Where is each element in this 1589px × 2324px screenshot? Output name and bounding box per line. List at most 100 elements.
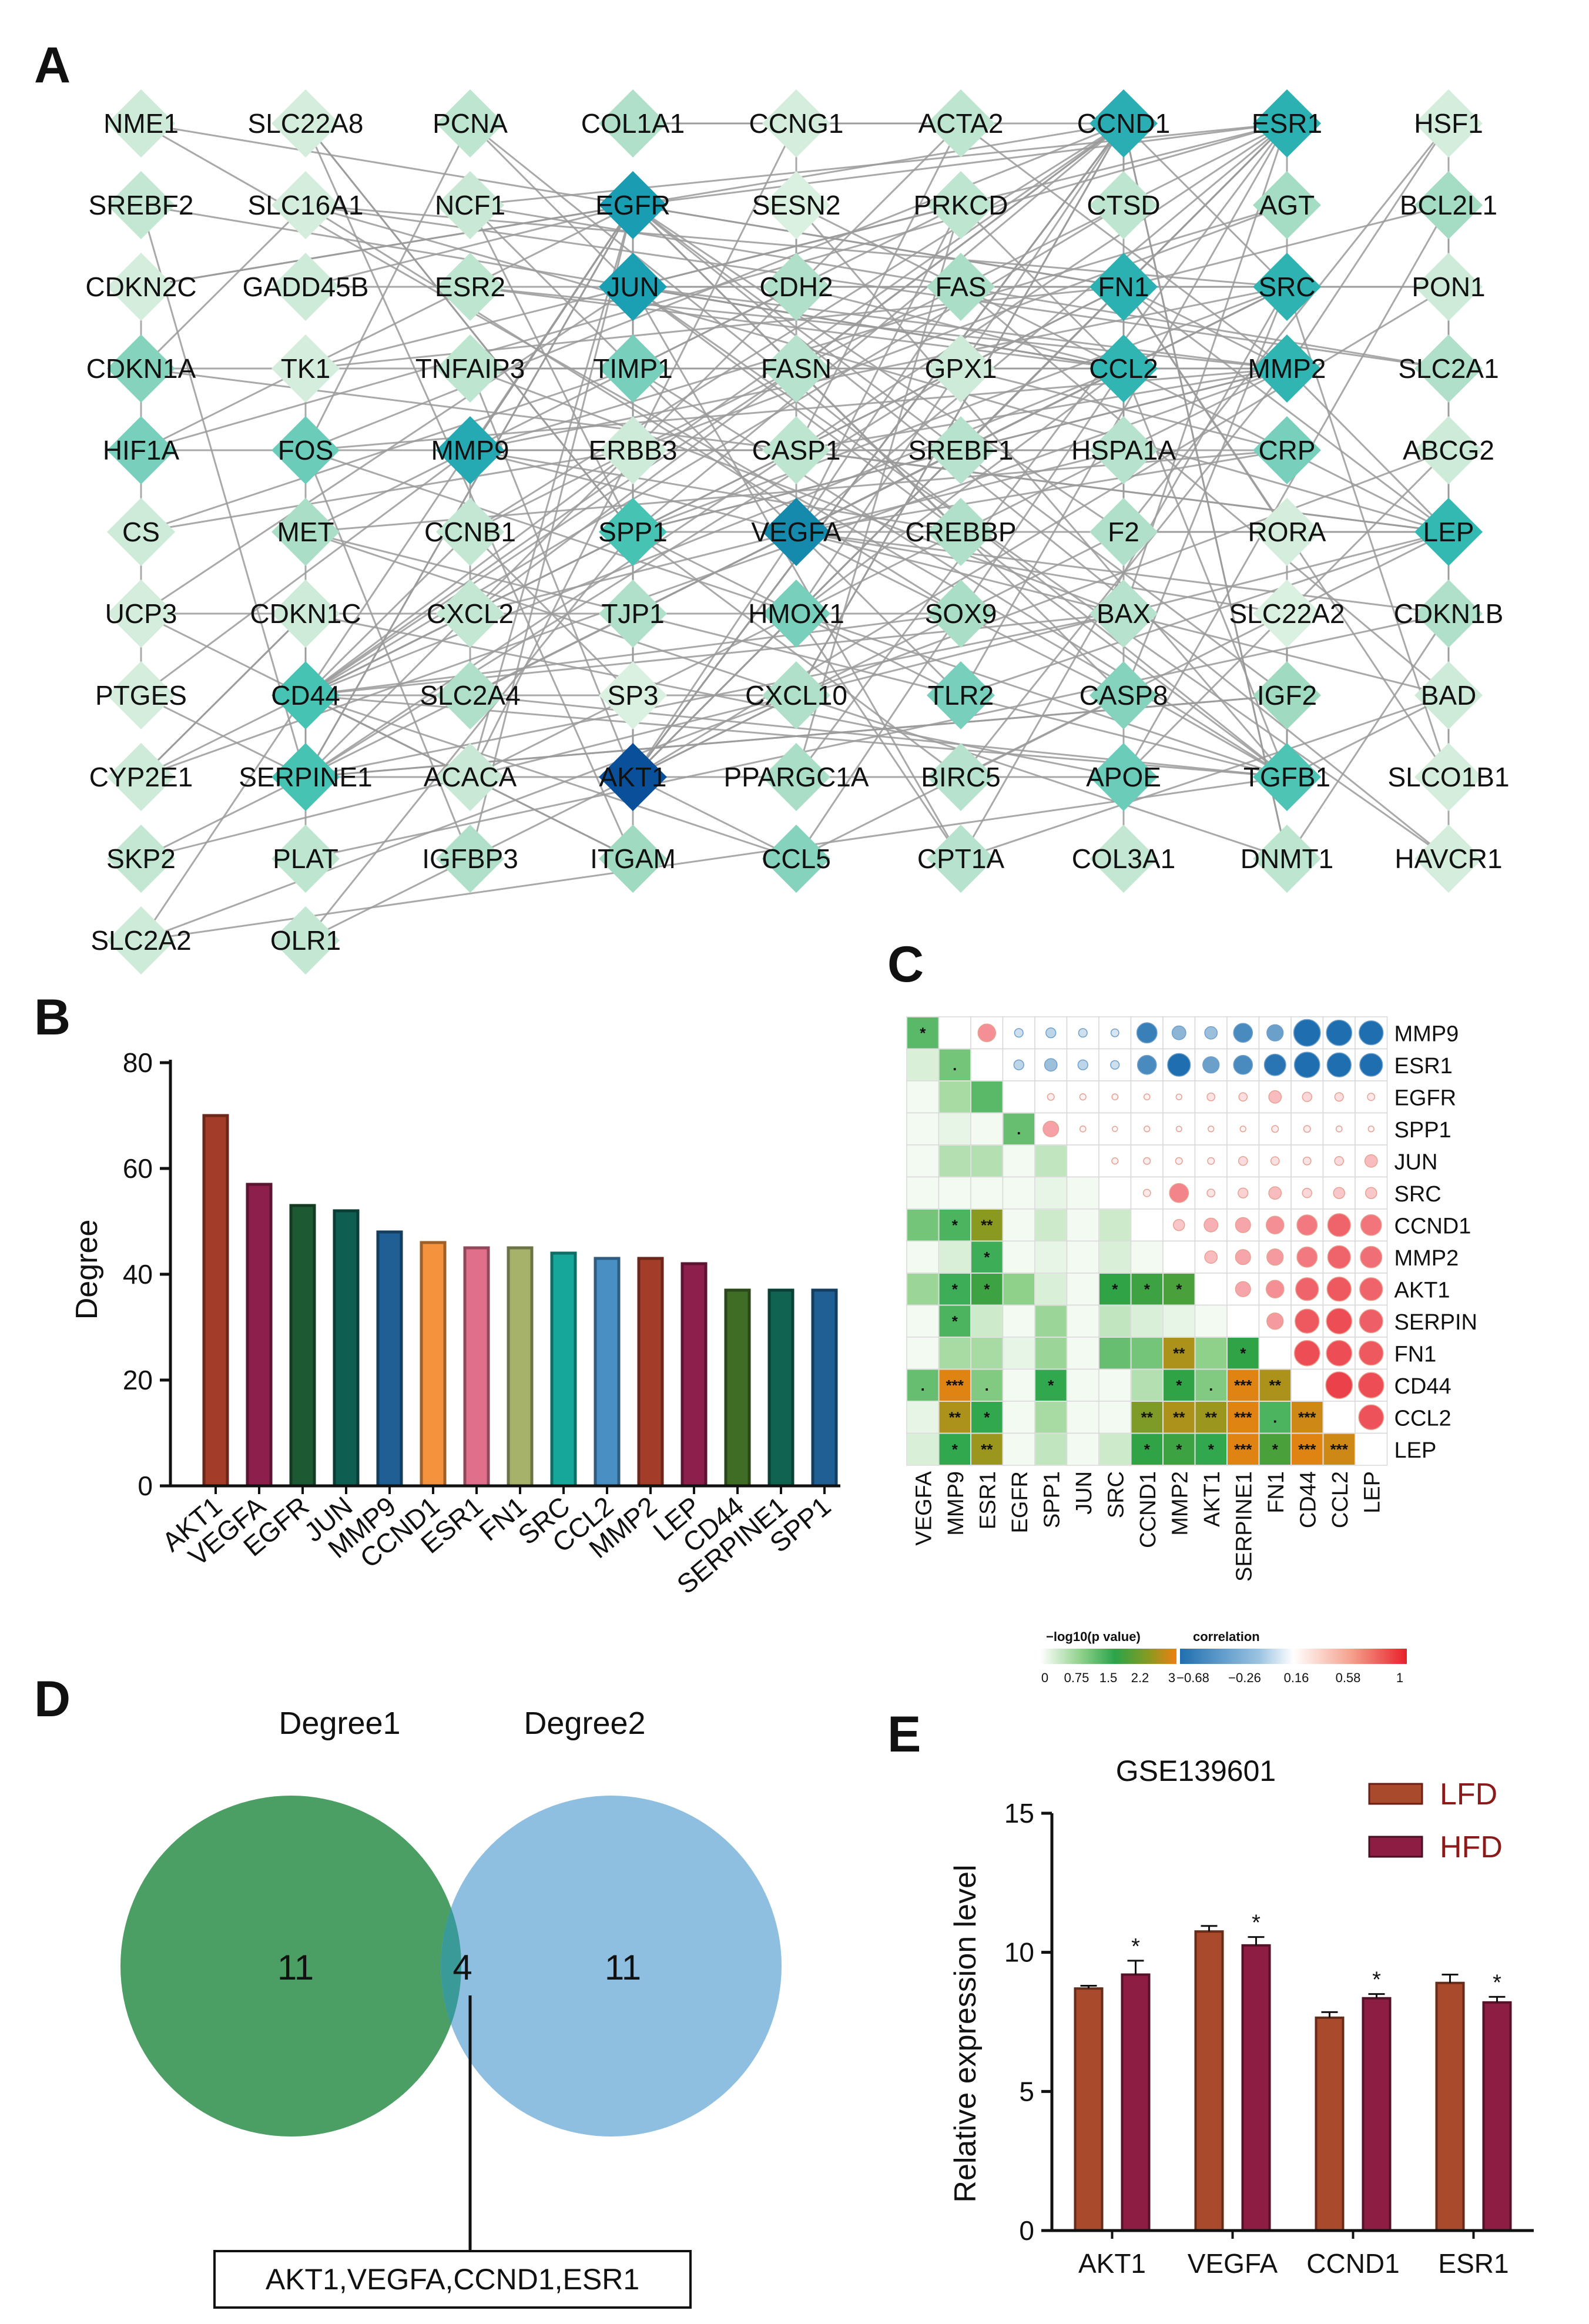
heatmap-p-fill — [1035, 1210, 1067, 1241]
node-label: AGT — [1259, 190, 1315, 220]
degree-ytick-label: 40 — [123, 1259, 153, 1290]
heatmap-sig-mark: . — [1209, 1377, 1213, 1394]
node-label: CCL2 — [1089, 353, 1158, 384]
node-label: CDKN1B — [1394, 598, 1504, 629]
heatmap-labels: MMP9 ESR1 EGFR SPP1 JUN SRC CCND1 MMP2 AKT1 SERPI… — [911, 1022, 1477, 1582]
network-node-crp: CRP — [1253, 416, 1321, 484]
node-label: SPP1 — [598, 517, 668, 547]
heatmap-p-fill — [907, 1434, 938, 1465]
expression-xtick-label: AKT1 — [1078, 2248, 1146, 2279]
heatmap-corr-dot — [1169, 1183, 1189, 1203]
heatmap-p-fill — [1035, 1369, 1067, 1401]
heatmap-corr-dot — [1143, 1093, 1151, 1101]
heatmap-p-fill — [1195, 1434, 1226, 1465]
heatmap-p-fill — [1228, 1434, 1259, 1465]
heatmap-p-fill — [907, 1210, 938, 1241]
network-edge — [632, 531, 961, 778]
heatmap-p-fill — [1131, 1338, 1162, 1369]
heatmap-p-fill — [1195, 1338, 1226, 1369]
expression-xtick-label: VEGFA — [1188, 2248, 1278, 2279]
venn-left-circle — [120, 1796, 461, 2137]
heatmap-corr-dot — [1325, 1371, 1353, 1399]
network-node-apoe: APOE — [1086, 743, 1161, 811]
heatmap-cell — [1258, 1337, 1292, 1370]
heatmap-p-fill — [1067, 1305, 1098, 1337]
legend-p-colorbar — [1040, 1649, 1176, 1664]
network-node-slc16a1: SLC16A1 — [248, 171, 363, 239]
network-node-cpt1a: CPT1A — [917, 825, 1004, 893]
node-label: SOX9 — [925, 598, 997, 629]
heatmap-sig-mark: . — [1273, 1408, 1277, 1426]
node-diamond — [1253, 334, 1321, 403]
heatmap-p-fill — [907, 1113, 938, 1144]
node-diamond — [436, 253, 504, 321]
panel-b-degree-chart: 020406080AKT1VEGFAEGFRJUNMMP9CCND1ESR1FN… — [70, 1047, 840, 1600]
heatmap-sig-mark: *** — [1298, 1441, 1316, 1458]
node-label: CTSD — [1087, 190, 1160, 220]
heatmap-sig-mark: * — [984, 1408, 990, 1426]
expression-bars: * * * * — [1074, 1911, 1512, 2232]
heatmap-corr-dot — [1335, 1125, 1343, 1133]
network-node-ptges: PTGES — [95, 661, 187, 729]
heatmap-p-fill — [1067, 1369, 1098, 1401]
heatmap-row-label: SPP1 — [1394, 1118, 1451, 1143]
degree-ylabel: Degree — [70, 1220, 104, 1320]
degree-bar-spp1 — [811, 1288, 838, 1488]
node-label: COL1A1 — [581, 108, 685, 139]
network-node-slc2a4: SLC2A4 — [420, 661, 521, 729]
expression-bar-hfd-esr1 — [1482, 2001, 1512, 2232]
legend-corr-tick: −0.26 — [1228, 1670, 1261, 1685]
network-node-gpx1: GPX1 — [925, 334, 997, 403]
node-diamond — [762, 171, 830, 239]
venn-overlap-genes: AKT1,VEGFA,CCND1,ESR1 — [266, 2263, 639, 2296]
network-node-lep: LEP — [1414, 498, 1483, 566]
network-edge — [1123, 204, 1449, 288]
heatmap-sig-mark: . — [953, 1056, 957, 1074]
network-node-bax: BAX — [1089, 580, 1158, 648]
heatmap-p-fill — [1003, 1177, 1034, 1208]
heatmap-p-fill — [971, 1210, 1003, 1241]
node-diamond — [1253, 743, 1321, 811]
heatmap-cell — [1066, 1144, 1099, 1178]
network-edge — [140, 449, 471, 696]
node-label: HSF1 — [1414, 108, 1483, 139]
heatmap-sig-mark: ** — [1173, 1344, 1185, 1362]
legend-p-tick: 3 — [1168, 1670, 1175, 1685]
node-label: EGFR — [595, 190, 671, 220]
network-edge — [1286, 694, 1449, 778]
heatmap-col-label: CCL2 — [1328, 1471, 1353, 1528]
node-diamond — [107, 743, 175, 811]
node-label: SLC2A2 — [90, 925, 191, 956]
network-edge — [960, 694, 1449, 860]
expression-ylabel: Relative expression level — [948, 1864, 983, 2202]
heatmap-cell — [1130, 1208, 1164, 1242]
heatmap-corr-dot — [1268, 1186, 1282, 1200]
heatmap-corr-dot — [1334, 1156, 1345, 1166]
panel-letter-a: A — [34, 37, 71, 93]
heatmap-corr-dot — [1238, 1156, 1248, 1166]
network-node-src: SRC — [1253, 253, 1321, 321]
heatmap-sig-mark: ** — [949, 1408, 961, 1426]
node-diamond — [107, 498, 175, 566]
heatmap-sig-mark: * — [920, 1024, 926, 1042]
heatmap-corr-dot — [1326, 1308, 1353, 1335]
heatmap-sig-mark: . — [985, 1377, 989, 1394]
heatmap-row-label: CCL2 — [1394, 1406, 1451, 1431]
heatmap-corr-dot — [1044, 1058, 1058, 1072]
heatmap-corr-dot — [1110, 1060, 1120, 1070]
heatmap-corr-dot — [1233, 1023, 1253, 1043]
heatmap-corr-dot — [1296, 1246, 1318, 1268]
expression-bar-lfd-vegfa — [1194, 1930, 1224, 2232]
node-diamond — [1253, 498, 1321, 566]
node-diamond — [436, 89, 504, 158]
heatmap-cell — [1162, 1240, 1196, 1274]
heatmap-p-fill — [1035, 1305, 1067, 1337]
network-node-slc2a1: SLC2A1 — [1398, 334, 1499, 403]
network-node-tnfaip3: TNFAIP3 — [415, 334, 525, 403]
network-edge — [1286, 123, 1450, 369]
network-node-hmox1: HMOX1 — [748, 580, 844, 648]
heatmap-corr-dot — [1360, 1214, 1382, 1236]
node-label: NCF1 — [435, 190, 505, 220]
heatmap-p-fill — [1131, 1402, 1162, 1433]
heatmap-p-fill — [971, 1338, 1003, 1369]
